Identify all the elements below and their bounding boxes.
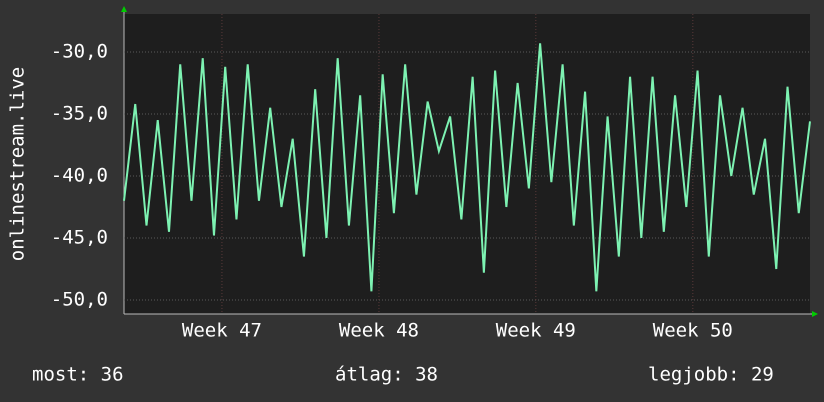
x-tick-label: Week 50: [653, 320, 733, 342]
footer-average: átlag: 38: [335, 364, 438, 386]
footer-best: legjobb: 29: [648, 364, 774, 386]
y-arrow: [121, 6, 127, 12]
x-arrow: [812, 311, 818, 317]
data-line: [123, 43, 811, 292]
x-tick-label: Week 47: [182, 320, 262, 342]
y-tick-label: -35,0: [51, 102, 108, 124]
x-tick-label: Week 49: [496, 320, 576, 342]
y-tick-label: -50,0: [51, 288, 108, 310]
y-tick-label: -30,0: [51, 40, 108, 62]
y-tick-label: -40,0: [51, 164, 108, 186]
y-axis-label: onlinestream.live: [7, 67, 29, 261]
x-tick-label: Week 48: [339, 320, 419, 342]
y-tick-label: -45,0: [51, 226, 108, 248]
plot-area: [124, 14, 810, 314]
footer-current: most: 36: [32, 364, 124, 386]
